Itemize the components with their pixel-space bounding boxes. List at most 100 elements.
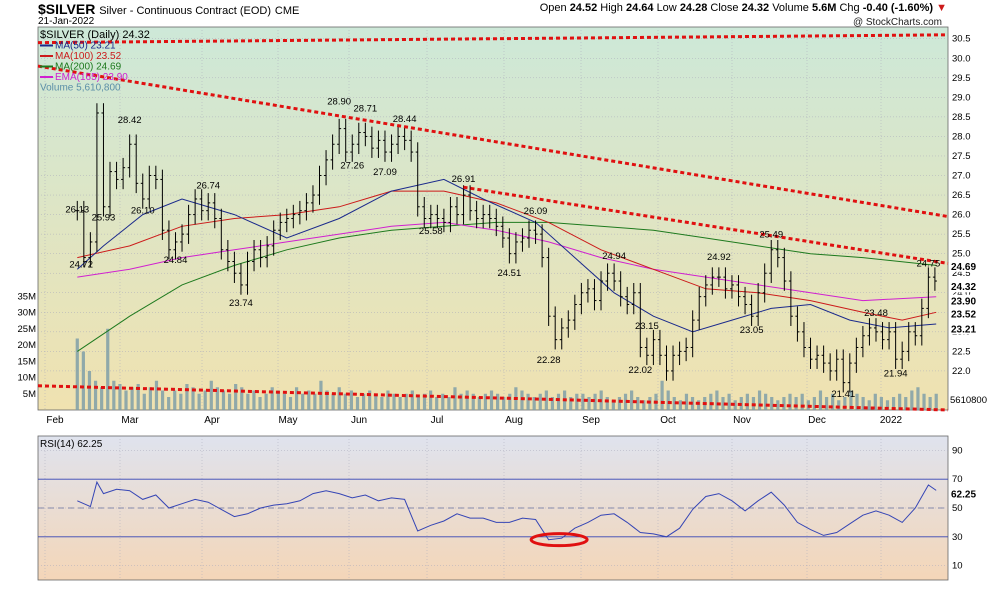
volume-bar [617,397,622,410]
volume-bar [325,390,329,410]
volume-bar [447,397,451,410]
volume-bar [87,371,92,410]
volume-bar [106,328,110,410]
volume-bar [770,397,774,410]
trendline-3 [37,384,949,412]
chart-exchange: CME [274,5,300,17]
volume-bar [215,387,219,410]
y-tick-label: 22.0 [952,366,971,377]
price-annotation: 26.74 [196,181,220,192]
volume-bar [234,384,238,410]
volume-bar [185,384,189,410]
x-tick-label-9: Nov [733,415,751,426]
volume-bar [441,393,445,410]
volume-bar [934,393,938,410]
price-annotation: 26.91 [452,174,476,185]
volume-bar [593,393,597,410]
volume-bar [788,393,792,410]
y-tick-label: 24.5 [952,268,971,279]
rsi-tick-label: 70 [952,474,963,485]
volume-bar [264,393,268,410]
volume-bar [459,393,463,410]
volume-bar [898,393,902,410]
volume-bar [136,384,140,410]
volume-bar [75,338,79,410]
down-arrow-icon: ▼ [936,2,947,14]
price-annotation: 24.92 [707,252,731,263]
chart-title: $SILVER Silver - Continuous Contract (EO… [38,1,299,17]
volume-bar [173,390,177,410]
ema165-value-label-box [949,294,989,307]
volume-bar [867,400,871,410]
volume-bar [721,397,725,410]
volume-bar [611,400,615,410]
ma100-line [77,190,937,321]
quote-close: 24.32 [741,2,770,14]
volume-bar [307,390,311,410]
volume-bar [93,380,98,410]
price-annotation: 23.74 [229,298,253,309]
rsi-legend: RSI(14) 62.25 [40,439,103,450]
y-tick-label: 27.5 [952,151,971,162]
rsi-oversold-circle [529,532,589,548]
rsi-tick-label: 10 [952,561,963,572]
x-tick-label-8: Oct [660,415,676,426]
volume-bar [477,397,481,410]
volume-bar [221,390,226,410]
volume-bar [227,393,232,410]
price-annotation: 23.05 [740,325,764,336]
volume-bar [709,393,713,410]
volume-tick-label: 15M [18,356,37,367]
volume-bar [812,397,816,410]
y-tick-label: 26.5 [952,190,971,201]
volume-bar [544,390,548,410]
volume-bar [404,393,408,410]
volume-bar [453,387,457,410]
volume-bar [483,393,488,410]
volume-bar [849,390,853,410]
volume-bar [538,393,542,410]
volume-bar [142,393,146,410]
y-tick-label: 25.5 [952,229,971,240]
price-annotation: 28.44 [393,114,417,125]
volume-bar [794,397,798,410]
volume-bar [666,390,670,410]
y-tick-label: 27.0 [952,171,971,182]
price-annotation: 27.26 [340,160,364,171]
price-annotation: 28.90 [327,96,351,107]
volume-bar [684,393,689,410]
x-tick-label-4: Jun [351,415,367,426]
volume-bar [124,390,128,410]
volume-bar [623,393,628,410]
x-tick-label-11: 2022 [880,415,903,426]
volume-tick-label: 35M [18,291,37,302]
volume-bar [855,393,859,410]
x-tick-label-10: Dec [808,415,826,426]
volume-bar [879,397,883,410]
price-annotation: 24.94 [602,251,626,262]
price-annotation: 28.42 [118,115,142,126]
quote-volume: 5.6M [811,2,837,14]
volume-bar [374,393,378,410]
volume-bar [733,400,737,410]
volume-bar [800,393,804,410]
volume-bar [380,397,384,410]
x-tick-label-2: Apr [204,415,220,426]
volume-bar [837,400,841,410]
rsi-tick-label: 90 [952,445,963,456]
volume-value-label: 5610800 [950,395,987,406]
volume-bar [118,384,122,410]
ma50-value-label-box [949,322,989,335]
volume-bar [904,397,908,410]
volume-bar [148,387,152,410]
chart-date: 21-Jan-2022 [38,16,95,27]
volume-bar [81,351,85,410]
price-annotation: 22.28 [537,355,561,366]
close-value-label-box [949,280,989,293]
volume-bar [556,393,561,410]
volume-bar [154,380,159,410]
volume-bar [416,397,421,410]
volume-bar [910,390,914,410]
y-tick-label: 30.0 [952,53,971,64]
volume-bar [246,393,250,410]
